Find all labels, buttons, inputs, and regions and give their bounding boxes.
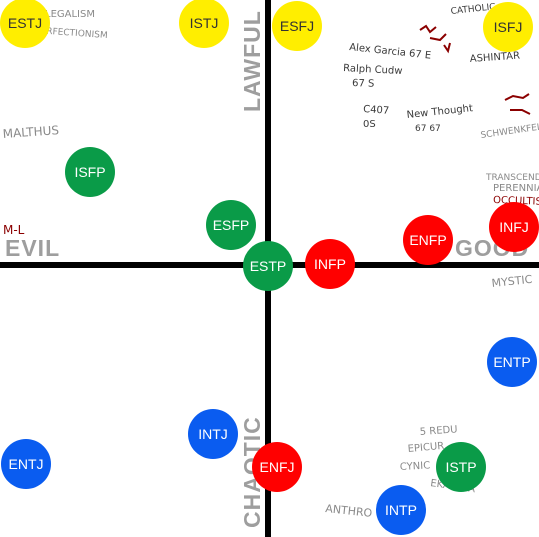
annotation-cynic: CYNIC xyxy=(400,460,431,473)
type-istj-circle xyxy=(179,0,229,48)
type-intj-label: INTJ xyxy=(198,426,228,442)
type-isfj-circle xyxy=(483,2,533,52)
type-esfp-label: ESFP xyxy=(213,217,250,233)
type-isfp-label: ISFP xyxy=(74,164,105,180)
type-esfp-circle xyxy=(206,200,256,250)
type-estp-label: ESTP xyxy=(250,258,287,274)
type-enfj-circle xyxy=(252,442,302,492)
annotation-ml: M-L xyxy=(3,223,25,237)
type-intp-label: INTP xyxy=(385,502,417,518)
type-infj-label: INFJ xyxy=(499,219,529,235)
axis-label-evil: EVIL xyxy=(5,235,60,261)
type-isfj: ISFJ xyxy=(483,2,533,52)
type-esfj: ESFJ xyxy=(272,1,322,51)
type-istp-label: ISTP xyxy=(445,459,476,475)
annotation-transcendent: TRANSCENDENT xyxy=(485,173,539,183)
axis-labels: LAWFUL CHAOTIC EVIL GOOD xyxy=(5,10,528,528)
annotation-alex-garcia: Alex Garcia 67 E xyxy=(349,42,432,62)
type-intp: INTP xyxy=(376,485,426,535)
type-entj-circle xyxy=(1,439,51,489)
annotation-epicur: EPICUR xyxy=(407,441,444,455)
type-estp-circle xyxy=(243,241,293,291)
annotation-malthus: MALTHUS xyxy=(2,123,59,141)
type-esfj-label: ESFJ xyxy=(280,18,314,34)
type-enfj: ENFJ xyxy=(252,442,302,492)
type-entp-label: ENTP xyxy=(493,354,530,370)
annotation-c407: C407 xyxy=(363,104,390,117)
type-intp-circle xyxy=(376,485,426,535)
type-isfp: ISFP xyxy=(65,147,115,197)
annotation-sixty-seven-s: 67 S xyxy=(352,78,375,90)
annotation-zero-s: 0S xyxy=(363,119,376,130)
type-esfp: ESFP xyxy=(206,200,256,250)
type-estj-circle xyxy=(0,0,50,48)
type-entj: ENTJ xyxy=(1,439,51,489)
annotation-five-redu: 5 REDU xyxy=(419,424,458,438)
type-infp-circle xyxy=(305,239,355,289)
type-istp: ISTP xyxy=(436,442,486,492)
type-infp: INFP xyxy=(305,239,355,289)
doodle-mark xyxy=(429,33,447,42)
annotation-sixty-seven-b: 67 67 xyxy=(415,124,441,134)
annotation-ashintar: ASHINTAR xyxy=(469,51,520,65)
doodle-mark xyxy=(419,24,437,34)
type-estp: ESTP xyxy=(243,241,293,291)
type-infp-label: INFP xyxy=(314,256,346,272)
doodle-mark xyxy=(443,42,451,54)
type-entp: ENTP xyxy=(487,337,537,387)
type-intj-circle xyxy=(188,409,238,459)
type-istj: ISTJ xyxy=(179,0,229,48)
annotation-mystic: MYSTIC xyxy=(491,273,533,290)
annotation-new-thought: New Thought xyxy=(406,103,473,121)
annotation-perennial: PERENNIAL xyxy=(493,183,539,194)
type-entj-label: ENTJ xyxy=(9,456,44,472)
type-intj: INTJ xyxy=(188,409,238,459)
type-infj-circle xyxy=(489,202,539,252)
type-enfp-circle xyxy=(403,215,453,265)
type-enfp: ENFP xyxy=(403,215,453,265)
annotation-anthro: ANTHRO xyxy=(325,502,373,520)
doodle-mark xyxy=(510,109,531,115)
type-enfp-label: ENFP xyxy=(409,232,446,248)
type-entp-circle xyxy=(487,337,537,387)
type-isfj-label: ISFJ xyxy=(494,19,523,35)
type-enfj-label: ENFJ xyxy=(260,459,295,475)
annotation-schwenkfelder: SCHWENKFELDIAN xyxy=(480,119,539,141)
annotation-ralph-cudw: Ralph Cudw xyxy=(343,63,403,77)
type-istp-circle xyxy=(436,442,486,492)
type-estj: ESTJ xyxy=(0,0,50,48)
type-isfp-circle xyxy=(65,147,115,197)
annotation-legalism: LEGALISM xyxy=(45,9,95,20)
doodle-mark xyxy=(504,93,530,101)
type-esfj-circle xyxy=(272,1,322,51)
type-estj-label: ESTJ xyxy=(8,15,42,31)
type-istj-label: ISTJ xyxy=(190,15,219,31)
axis-label-lawful: LAWFUL xyxy=(239,10,265,112)
annotation-catholic: CATHOLIC xyxy=(450,2,496,17)
type-infj: INFJ xyxy=(489,202,539,252)
